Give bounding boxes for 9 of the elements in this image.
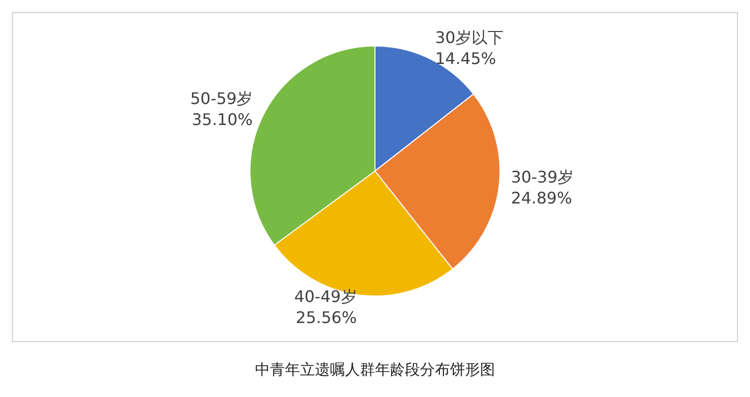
data-label: 25.56%	[296, 308, 357, 327]
data-label: 24.89%	[511, 188, 572, 208]
text: 中青年立遗嘱人群年龄段分布饼形图	[255, 362, 495, 378]
slice-label: 30岁以下	[435, 28, 504, 47]
slice-label: 40-49岁	[294, 286, 357, 306]
slice-label: 50-59岁	[190, 89, 253, 108]
data-label: 14.45%	[435, 48, 496, 68]
data-label: 35.10%	[192, 110, 253, 130]
slice-label: 30-39岁	[511, 167, 574, 186]
